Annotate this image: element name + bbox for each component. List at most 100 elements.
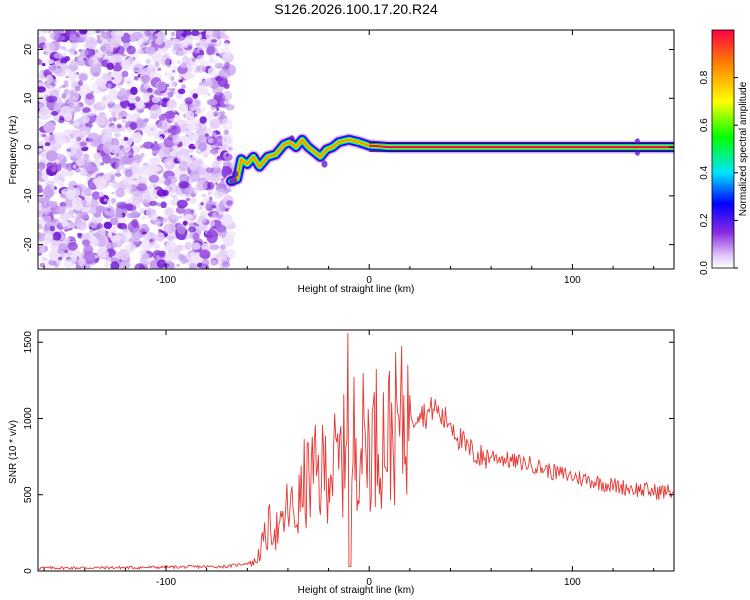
noise-speckle	[88, 208, 97, 214]
noise-speckle	[43, 202, 47, 205]
noise-speckle	[51, 166, 57, 173]
noise-speckle	[185, 235, 192, 239]
noise-speckle	[207, 191, 212, 196]
noise-speckle	[176, 263, 181, 267]
noise-speckle	[164, 178, 172, 186]
noise-speckle	[171, 31, 176, 37]
noise-speckle	[207, 138, 215, 144]
noise-speckle	[203, 81, 209, 87]
noise-speckle	[212, 152, 216, 156]
noise-speckle	[200, 263, 210, 269]
noise-speckle	[222, 42, 230, 48]
noise-speckle	[58, 118, 65, 124]
noise-speckle	[203, 170, 213, 181]
noise-speckle	[131, 31, 143, 40]
noise-speckle	[69, 30, 77, 35]
noise-speckle	[222, 90, 233, 101]
noise-speckle	[99, 227, 105, 233]
noise-speckle	[76, 222, 87, 231]
noise-speckle	[58, 256, 63, 261]
noise-speckle	[75, 213, 82, 219]
noise-speckle	[78, 80, 83, 87]
noise-speckle	[156, 31, 166, 40]
noise-speckle	[125, 114, 134, 122]
y-tick-label: -10	[23, 188, 34, 203]
noise-speckle	[158, 136, 163, 140]
noise-speckle	[156, 202, 161, 207]
noise-speckle	[106, 208, 112, 212]
heatmap-x-ticks: -100 0 100	[43, 30, 655, 286]
noise-speckle	[226, 200, 233, 206]
noise-speckle	[190, 209, 195, 214]
noise-speckle	[38, 223, 44, 230]
noise-speckle	[165, 239, 177, 251]
snr-series	[38, 333, 674, 571]
noise-speckle	[177, 47, 183, 51]
ridge-blob	[289, 135, 295, 142]
noise-speckle	[49, 225, 56, 232]
noise-speckle	[176, 118, 183, 126]
heatmap-y-ticks: -20 -10 0 10 20	[23, 44, 674, 252]
x-tick-label: 0	[366, 577, 372, 588]
noise-speckle	[53, 103, 62, 111]
noise-speckle	[59, 105, 72, 118]
noise-speckle	[189, 88, 202, 97]
noise-speckle	[178, 103, 189, 112]
noise-speckle	[102, 154, 112, 164]
noise-speckle	[139, 208, 145, 215]
noise-speckle	[126, 81, 131, 84]
noise-speckle	[189, 148, 194, 153]
snr-x-label: Height of straight line (km)	[298, 585, 415, 596]
noise-speckle	[149, 200, 158, 207]
noise-speckle	[100, 30, 111, 39]
noise-speckle	[209, 148, 219, 155]
noise-speckle	[180, 135, 189, 146]
noise-speckle	[133, 76, 139, 81]
colorbar-tick-label: 0.8	[699, 70, 710, 84]
noise-speckle	[57, 133, 66, 145]
noise-speckle	[141, 74, 151, 84]
noise-speckle	[143, 118, 150, 123]
noise-speckle	[176, 60, 181, 65]
noise-speckle	[166, 160, 172, 166]
noise-speckle	[116, 201, 128, 209]
noise-speckle	[197, 46, 203, 50]
noise-speckle	[107, 83, 112, 89]
noise-speckle	[151, 96, 161, 104]
noise-speckle	[70, 215, 75, 218]
noise-speckle	[137, 129, 141, 133]
noise-speckle	[127, 152, 132, 156]
noise-speckle	[196, 223, 199, 227]
noise-speckle	[66, 148, 72, 152]
noise-speckle	[209, 244, 220, 251]
noise-speckle	[76, 184, 87, 192]
noise-speckle	[142, 216, 146, 221]
noise-speckle	[214, 204, 224, 213]
noise-speckle	[41, 169, 47, 176]
noise-speckle	[222, 238, 228, 243]
noise-speckle	[218, 145, 223, 149]
noise-speckle	[115, 160, 125, 170]
snr-y-label: SNR (10 * v/v)	[8, 420, 19, 484]
noise-speckle	[40, 247, 45, 253]
noise-speckle	[221, 214, 233, 227]
noise-speckle	[81, 263, 91, 269]
noise-speckle	[206, 110, 214, 119]
noise-speckle	[162, 189, 169, 197]
noise-speckle	[132, 117, 138, 122]
noise-speckle	[67, 89, 80, 103]
noise-speckle	[67, 71, 79, 80]
noise-speckle	[205, 200, 215, 212]
noise-speckle	[116, 91, 129, 102]
noise-speckle	[187, 134, 199, 142]
noise-speckle	[181, 84, 186, 89]
heatmap-frame	[37, 29, 675, 270]
noise-speckle	[130, 86, 138, 96]
noise-speckle	[116, 115, 122, 121]
noise-speckle	[145, 58, 151, 64]
colorbar-tick-label: 0.2	[699, 213, 710, 227]
noise-speckle	[106, 62, 114, 70]
noise-speckle	[190, 62, 198, 67]
noise-speckle	[111, 191, 115, 195]
